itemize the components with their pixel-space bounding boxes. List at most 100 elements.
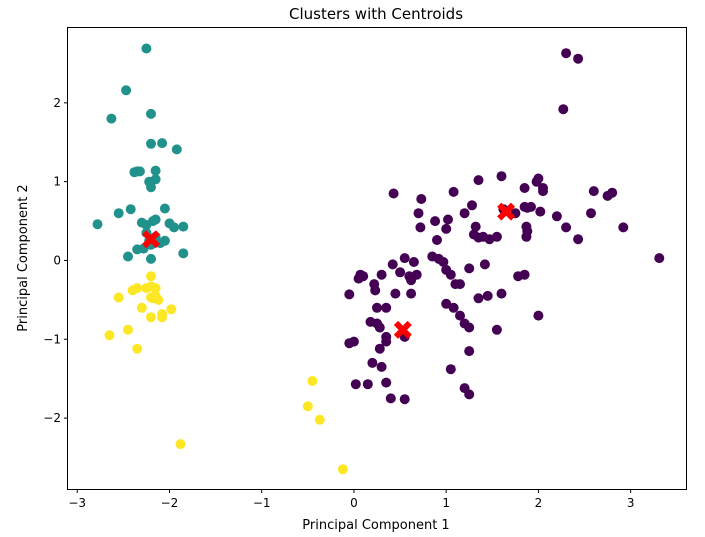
data-point-cluster-0: [586, 208, 596, 219]
data-point-cluster-0: [473, 293, 484, 304]
data-point-cluster-1: [159, 203, 170, 214]
data-point-cluster-1: [178, 221, 189, 232]
data-point-cluster-1: [178, 248, 189, 259]
data-point-cluster-0: [385, 393, 396, 404]
data-point-cluster-1: [134, 166, 145, 177]
data-point-cluster-0: [445, 364, 456, 375]
data-point-cluster-0: [415, 222, 426, 233]
centroid-layer: [142, 202, 516, 339]
data-point-cluster-1: [113, 208, 124, 219]
data-point-cluster-1: [92, 219, 103, 230]
data-point-cluster-0: [358, 271, 369, 282]
data-point-cluster-0: [443, 214, 453, 225]
data-point-cluster-0: [464, 322, 475, 333]
data-point-cluster-0: [473, 232, 484, 243]
data-point-cluster-2: [136, 302, 147, 313]
data-point-cluster-2: [127, 285, 138, 296]
y-tick-label: 0: [53, 253, 61, 267]
data-point-cluster-0: [387, 259, 398, 270]
x-axis: −3 −2 −1 0 1 2 3: [68, 489, 634, 510]
data-point-cluster-0: [479, 259, 490, 270]
data-point-cluster-0: [573, 234, 584, 245]
data-point-cluster-0: [381, 336, 392, 347]
data-point-cluster-0: [376, 361, 387, 372]
data-point-cluster-0: [521, 231, 532, 242]
data-point-cluster-2: [337, 464, 348, 475]
data-point-cluster-0: [467, 200, 477, 211]
data-point-cluster-2: [146, 271, 156, 282]
data-point-cluster-0: [362, 379, 373, 390]
x-tick-label: 1: [442, 496, 450, 510]
data-point-cluster-2: [104, 330, 115, 341]
data-point-cluster-0: [496, 171, 507, 182]
data-point-cluster-0: [588, 186, 599, 197]
data-point-cluster-0: [406, 288, 417, 299]
data-point-cluster-1: [141, 43, 152, 54]
data-point-cluster-0: [408, 257, 419, 267]
data-point-cluster-0: [455, 279, 465, 290]
data-point-cluster-0: [399, 394, 410, 405]
data-point-cluster-0: [551, 211, 562, 222]
data-point-cluster-1: [150, 165, 161, 176]
data-point-cluster-1: [146, 138, 156, 149]
data-point-cluster-0: [395, 267, 406, 278]
data-point-cluster-1: [147, 216, 158, 227]
data-point-cluster-0: [438, 257, 449, 267]
data-point-cluster-1: [150, 174, 161, 185]
data-point-cluster-0: [430, 216, 441, 227]
data-point-cluster-0: [390, 288, 401, 299]
data-point-cluster-0: [618, 222, 629, 233]
data-point-cluster-0: [432, 235, 442, 245]
data-point-cluster-0: [388, 188, 399, 199]
data-point-cluster-0: [348, 336, 359, 347]
data-point-cluster-0: [441, 298, 452, 309]
data-point-cluster-1: [169, 222, 180, 233]
data-point-cluster-0: [376, 269, 387, 280]
y-tick-label: 1: [53, 175, 61, 189]
y-axis: −2 −1 0 1 2: [43, 96, 68, 425]
data-point-cluster-0: [416, 194, 427, 204]
points-layer: [92, 43, 665, 475]
data-point-cluster-0: [496, 288, 507, 299]
data-point-cluster-0: [482, 290, 493, 301]
data-point-cluster-2: [314, 414, 325, 425]
data-point-cluster-1: [171, 144, 182, 155]
data-point-cluster-1: [146, 253, 156, 264]
data-point-cluster-0: [370, 285, 381, 296]
data-point-cluster-0: [561, 48, 572, 59]
x-tick-label: −2: [161, 496, 179, 510]
data-point-cluster-2: [153, 294, 164, 305]
data-point-cluster-0: [455, 310, 465, 321]
data-point-cluster-0: [381, 302, 392, 313]
y-axis-title: Principal Component 2: [16, 184, 31, 331]
data-point-cluster-0: [538, 186, 548, 197]
data-point-cluster-2: [307, 376, 318, 386]
x-axis-title: Principal Component 1: [302, 518, 449, 533]
data-point-cluster-0: [448, 186, 459, 197]
data-point-cluster-0: [367, 357, 378, 368]
data-point-cluster-0: [445, 269, 456, 280]
data-point-cluster-2: [123, 324, 133, 335]
data-point-cluster-0: [374, 343, 385, 354]
data-point-cluster-0: [381, 377, 392, 388]
data-point-cluster-2: [141, 283, 152, 294]
data-point-cluster-1: [157, 138, 168, 149]
data-point-cluster-0: [558, 104, 569, 115]
data-point-cluster-0: [448, 302, 459, 313]
data-point-cluster-2: [157, 312, 168, 323]
data-point-cluster-1: [106, 113, 117, 124]
chart-title: Clusters with Centroids: [289, 5, 463, 23]
centroid-marker: [393, 320, 412, 339]
data-point-cluster-2: [132, 343, 143, 354]
data-point-cluster-0: [459, 208, 470, 219]
y-tick-label: −2: [43, 411, 61, 425]
data-point-cluster-1: [125, 204, 136, 215]
data-point-cluster-2: [166, 304, 177, 315]
data-point-cluster-0: [350, 379, 361, 390]
data-point-cluster-0: [374, 322, 385, 333]
data-point-cluster-2: [113, 292, 124, 303]
data-point-cluster-1: [146, 108, 156, 119]
data-point-cluster-0: [470, 221, 481, 232]
data-point-cluster-0: [535, 206, 546, 217]
y-tick-label: 2: [53, 96, 61, 110]
